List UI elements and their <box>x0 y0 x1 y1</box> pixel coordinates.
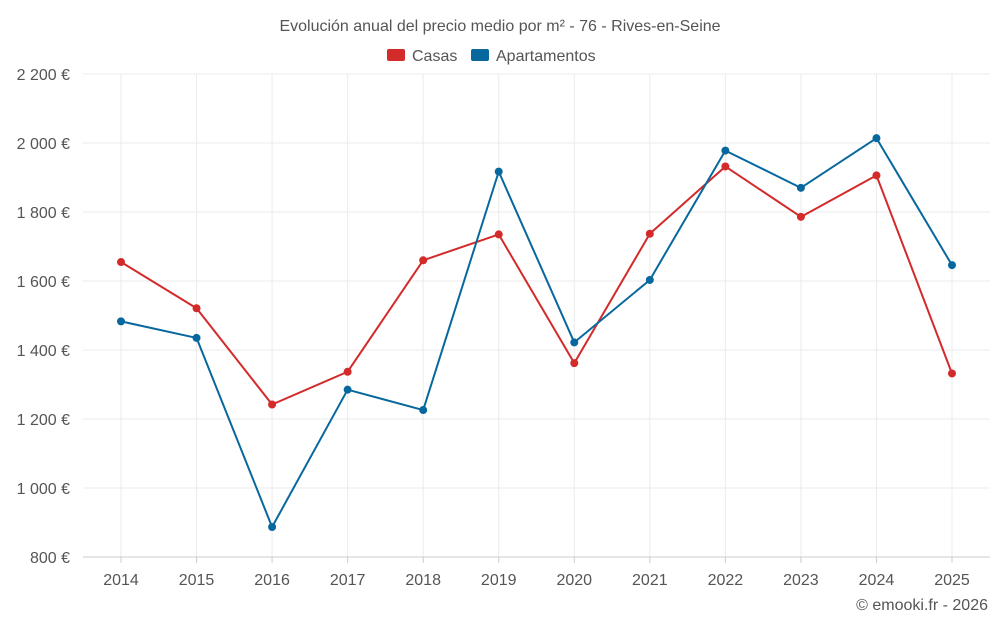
data-point-apartamentos[interactable] <box>796 183 805 192</box>
series-line-apartamentos[interactable] <box>120 137 953 528</box>
legend-label-casas: Casas <box>412 48 457 65</box>
data-point-casas[interactable] <box>570 359 579 368</box>
legend: Casas Apartamentos <box>387 48 596 65</box>
data-point-apartamentos[interactable] <box>645 275 654 284</box>
data-point-apartamentos[interactable] <box>343 385 352 394</box>
data-point-apartamentos[interactable] <box>948 261 956 270</box>
data-point-casas[interactable] <box>343 367 352 376</box>
x-tick-label: 2016 <box>254 572 290 589</box>
data-point-apartamentos[interactable] <box>192 333 201 342</box>
grid <box>83 73 990 558</box>
legend-swatch-casas <box>387 49 405 61</box>
data-point-apartamentos[interactable] <box>117 317 125 326</box>
data-point-apartamentos[interactable] <box>268 522 277 531</box>
x-tick-label: 2021 <box>632 572 668 589</box>
y-tick-label: 1 200 € <box>17 412 70 429</box>
data-point-apartamentos[interactable] <box>570 338 579 347</box>
legend-label-apartamentos: Apartamentos <box>496 48 596 65</box>
data-point-apartamentos[interactable] <box>419 406 428 415</box>
data-point-casas[interactable] <box>948 369 956 378</box>
x-tick-label: 2018 <box>405 572 441 589</box>
y-tick-label: 1 600 € <box>17 274 70 291</box>
x-tick-label: 2022 <box>708 572 744 589</box>
data-point-casas[interactable] <box>117 258 125 267</box>
data-point-casas[interactable] <box>268 400 277 409</box>
x-tick-label: 2017 <box>330 572 366 589</box>
x-tick-label: 2020 <box>556 572 592 589</box>
x-tick-label: 2025 <box>934 572 970 589</box>
data-point-apartamentos[interactable] <box>872 134 881 143</box>
chart-title: Evolución anual del precio medio por m² … <box>279 18 720 35</box>
y-tick-label: 1 000 € <box>17 481 70 498</box>
x-tick-label: 2019 <box>481 572 517 589</box>
y-tick-label: 800 € <box>30 550 70 567</box>
legend-item-casas[interactable]: Casas <box>387 48 457 65</box>
data-point-apartamentos[interactable] <box>494 167 503 176</box>
axes: 800 € 1 000 € 1 200 € 1 400 € 1 600 € 1 800 €… <box>17 67 990 589</box>
y-tick-label: 1 400 € <box>17 343 70 360</box>
x-tick-label: 2023 <box>783 572 819 589</box>
data-point-casas[interactable] <box>419 256 428 265</box>
data-point-casas[interactable] <box>645 229 654 238</box>
y-tick-label: 2 200 € <box>17 67 70 84</box>
data-point-casas[interactable] <box>192 304 201 313</box>
legend-item-apartamentos[interactable]: Apartamentos <box>471 48 596 65</box>
series-line-casas[interactable] <box>120 165 953 406</box>
data-point-apartamentos[interactable] <box>721 146 730 155</box>
data-point-casas[interactable] <box>494 230 503 239</box>
legend-swatch-apartamentos <box>471 49 489 61</box>
data-point-casas[interactable] <box>721 162 730 171</box>
x-tick-label: 2015 <box>179 572 215 589</box>
series <box>117 134 956 531</box>
data-point-casas[interactable] <box>796 212 805 221</box>
x-tick-label: 2014 <box>103 572 139 589</box>
x-tick-label: 2024 <box>859 572 895 589</box>
y-tick-label: 1 800 € <box>17 205 70 222</box>
credit-text: © emooki.fr - 2026 <box>856 597 988 614</box>
y-tick-label: 2 000 € <box>17 136 70 153</box>
data-point-casas[interactable] <box>872 171 881 180</box>
